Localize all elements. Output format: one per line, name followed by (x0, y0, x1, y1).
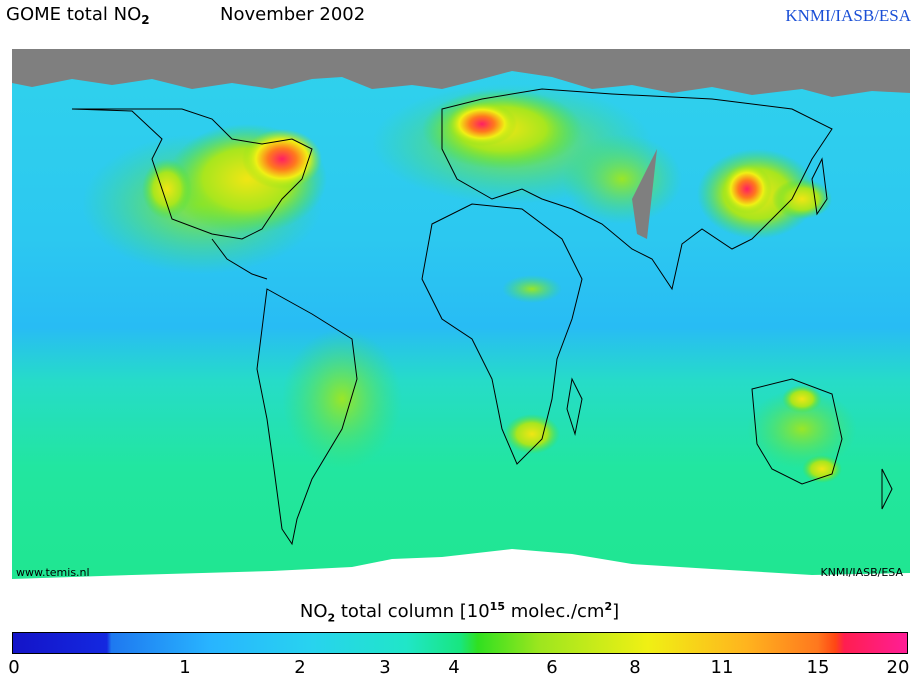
no2-world-map (12, 49, 910, 585)
credit-top: KNMI/IASB/ESA (785, 6, 911, 25)
title-subscript: 2 (141, 13, 150, 27)
colorbar-tick-6: 8 (629, 657, 641, 678)
coastlines (71, 88, 893, 546)
missing-data-regions (12, 49, 910, 239)
credit-inset: KNMI/IASB/ESA (820, 566, 903, 579)
colorbar-tick-0: 0 (8, 657, 20, 678)
colorbar-tick-4: 4 (448, 657, 460, 678)
colorbar-tick-7: 11 (710, 657, 734, 678)
colorbar-title: NO2 total column [1015 molec./cm2] (299, 600, 620, 625)
title-text: GOME total NO (6, 4, 142, 25)
colorbar-tick-2: 2 (294, 657, 306, 678)
colorbar-tick-8: 15 (806, 657, 830, 678)
colorbar-tick-1: 1 (179, 657, 191, 678)
colorbar (12, 632, 908, 654)
colorbar-tick-3: 3 (379, 657, 391, 678)
colorbar-tick-5: 6 (546, 657, 558, 678)
colorbar-tick-9: 20 (886, 657, 910, 678)
map-title: GOME total NO2 (6, 4, 150, 27)
website-label: www.temis.nl (16, 566, 90, 579)
map-date: November 2002 (220, 4, 366, 25)
southern-missing-data (12, 549, 910, 585)
